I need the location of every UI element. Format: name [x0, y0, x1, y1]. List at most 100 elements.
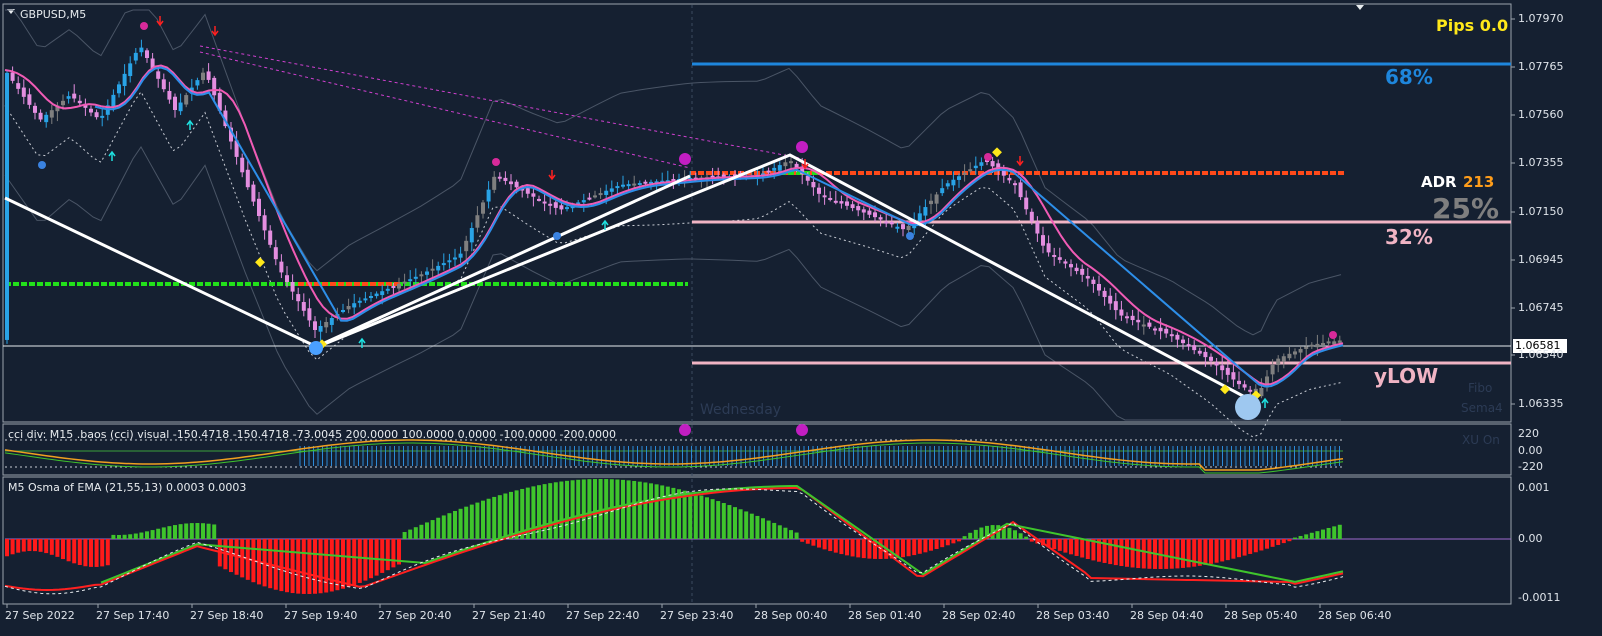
osma-bar — [1108, 539, 1113, 565]
osma-bar — [553, 482, 558, 539]
candle-body — [509, 181, 513, 185]
candle-body — [649, 181, 653, 184]
divergence-marker — [796, 424, 808, 436]
time-tick-label: 27 Sep 18:40 — [190, 609, 264, 622]
osma-bar — [94, 539, 99, 567]
osma-bar — [72, 539, 77, 564]
candle-body — [503, 177, 508, 181]
candle-body — [962, 172, 967, 175]
sema-peak-dot — [492, 158, 500, 166]
candle-body — [895, 226, 900, 229]
osma-bar — [901, 539, 905, 558]
cci-panel-frame — [2, 423, 1512, 476]
candle-body — [1069, 264, 1073, 268]
osma-bar — [195, 523, 200, 539]
candle-body — [357, 300, 362, 303]
osma-bar — [1214, 539, 1219, 563]
osma-bar — [565, 480, 569, 539]
osma-bar — [1192, 539, 1197, 567]
candle-body — [397, 284, 401, 289]
candle-body — [514, 181, 519, 188]
divergence-marker — [679, 153, 691, 165]
low-circle-marker — [309, 341, 323, 355]
candle-body — [128, 63, 133, 77]
adr-label: ADR — [1421, 173, 1457, 191]
osma-bar — [889, 539, 894, 559]
osma-bar — [77, 539, 82, 566]
candle-body — [889, 221, 894, 225]
time-tick-label: 28 Sep 04:40 — [1130, 609, 1204, 622]
osma-bar — [38, 539, 43, 552]
candle-body — [1119, 309, 1124, 316]
candle-body — [1130, 315, 1135, 321]
osma-bar — [441, 515, 446, 539]
time-tick-label: 27 Sep 2022 — [5, 609, 75, 622]
osma-bar — [1007, 527, 1012, 539]
candle-body — [934, 194, 939, 204]
candle-body — [537, 198, 541, 201]
price-tick-label: 1.07150 — [1518, 205, 1564, 218]
candle-body — [83, 103, 88, 108]
candle-body — [1024, 197, 1029, 210]
osma-bar — [273, 539, 278, 590]
osma-bar — [503, 493, 508, 539]
candle-body — [1102, 290, 1107, 298]
candle-body — [27, 94, 32, 105]
candle-body — [307, 308, 312, 321]
candle-body — [341, 310, 345, 312]
candle-body — [1337, 340, 1342, 343]
candle-body — [5, 72, 9, 340]
candle-body — [1169, 334, 1174, 337]
osma-bar — [509, 491, 513, 539]
osma-bar — [1074, 539, 1079, 556]
fib-32-label: 32% — [1385, 225, 1433, 249]
osma-bar — [363, 539, 368, 581]
osma-bar — [1231, 539, 1236, 559]
candle-body — [178, 102, 183, 112]
candle-body — [441, 263, 446, 266]
osma-bar — [436, 517, 441, 539]
candle-body — [525, 188, 530, 194]
candle-body — [1136, 319, 1141, 323]
candle-body — [363, 298, 368, 301]
candle-body — [240, 157, 245, 173]
osma-bar — [559, 481, 564, 539]
xu-circle-marker — [1235, 394, 1261, 420]
osma-bar — [593, 479, 597, 539]
osma-bar — [16, 539, 21, 553]
osma-bar — [1315, 531, 1320, 539]
candle-body — [1242, 384, 1247, 388]
candle-body — [1074, 267, 1079, 272]
osma-bar — [156, 528, 161, 539]
osma-bar — [1091, 539, 1096, 561]
osma-bar — [621, 479, 625, 539]
candle-body — [257, 198, 261, 216]
legend-xu: XU On — [1462, 433, 1500, 447]
osma-bar — [1136, 539, 1141, 569]
candle-body — [296, 294, 301, 302]
osma-bar — [951, 539, 956, 544]
osma-bar — [285, 539, 289, 593]
candle-body — [845, 201, 849, 206]
candle-body — [884, 221, 889, 224]
osma-bar — [721, 503, 726, 539]
osma-bar — [117, 534, 121, 539]
osma-bar — [1287, 539, 1292, 542]
price-tick-label: 1.06945 — [1518, 253, 1564, 266]
candle-body — [721, 174, 726, 177]
osma-bar — [1209, 539, 1213, 564]
osma-bar — [520, 488, 525, 539]
osma-bar — [1046, 539, 1051, 548]
osma-bar — [61, 539, 65, 560]
osma-bar — [1097, 539, 1101, 562]
candle-body — [195, 80, 200, 86]
candle-body — [828, 197, 833, 200]
osma-bar — [178, 524, 183, 539]
candle-body — [1326, 341, 1331, 344]
candle-body — [766, 170, 771, 173]
osma-bar — [33, 539, 37, 552]
osma-bar — [761, 518, 765, 539]
candle-body — [1265, 376, 1269, 388]
